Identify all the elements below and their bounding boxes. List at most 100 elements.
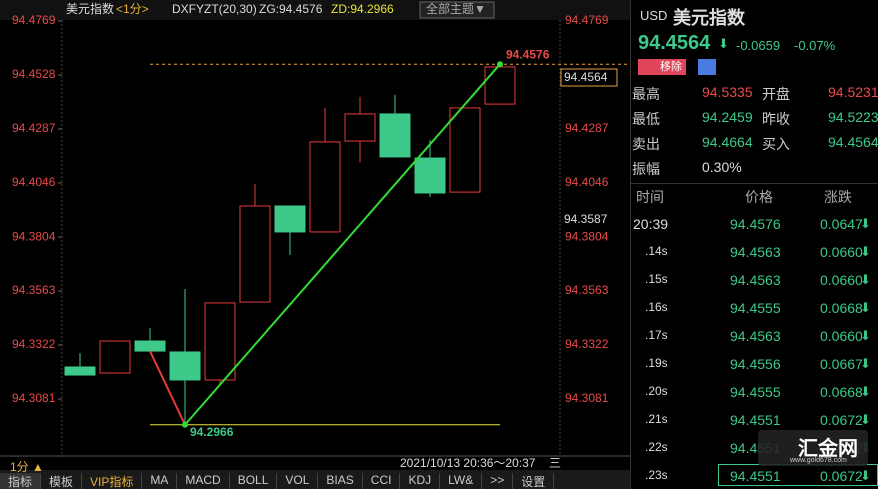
column-header: 时间	[636, 189, 664, 205]
tick-price: 94.4555	[730, 384, 781, 400]
title: 美元指数	[66, 1, 114, 16]
y-tick-label: 94.4528	[12, 67, 56, 81]
period[interactable]: <1分>	[116, 2, 149, 16]
arrow: ⬇	[718, 36, 729, 51]
tick-price: 94.4551	[730, 468, 781, 484]
tab[interactable]: LW&	[440, 473, 483, 489]
y-tick-label: 94.3322	[12, 337, 56, 351]
y-tick-label: 94.4287	[12, 121, 56, 135]
cursor-label: 94.3587	[564, 212, 608, 226]
alert-button[interactable]	[698, 59, 716, 75]
max-label: 94.4576	[506, 47, 550, 61]
tick-arrow: ⬇	[860, 384, 871, 399]
candle-body	[64, 366, 96, 376]
tab[interactable]: 模板	[41, 473, 83, 489]
tick-arrow: ⬇	[860, 412, 871, 427]
name: 美元指数	[673, 8, 745, 28]
code: USD	[640, 8, 668, 23]
stat-value: 94.2459	[702, 109, 753, 125]
tick-change: 0.0660	[820, 244, 863, 260]
tick-change: 0.0647	[820, 216, 863, 232]
tick-arrow: ⬇	[860, 244, 871, 259]
last-price: 94.4564	[564, 70, 608, 84]
tab[interactable]: CCI	[363, 473, 401, 489]
y-tick-label-right: 94.3804	[565, 229, 609, 243]
y-tick-label: 94.4769	[12, 13, 56, 27]
tick-price: 94.4555	[730, 300, 781, 316]
min-label: 94.2966	[190, 425, 234, 439]
tick-time: .15s	[645, 272, 668, 286]
zg: ZG:94.4576	[259, 2, 323, 16]
stat-label: 卖出	[632, 136, 660, 152]
y-tick-label: 94.3081	[12, 391, 56, 405]
indicator: DXFYZT(20,30)	[172, 2, 257, 16]
candle-body	[309, 141, 341, 233]
tick-time: .16s	[645, 300, 668, 314]
tick-arrow: ⬇	[860, 328, 871, 343]
tick-price: 94.4563	[730, 328, 781, 344]
tick-time: .21s	[645, 412, 668, 426]
tab[interactable]: VIP指标	[82, 473, 143, 489]
tab[interactable]: 指标	[0, 473, 42, 489]
theme-label[interactable]: 全部主题▼	[426, 1, 486, 16]
y-tick-label-right: 94.3081	[565, 391, 609, 405]
candle-body	[134, 340, 166, 352]
tick-change: 0.0672	[820, 468, 863, 484]
column-header: 价格	[745, 189, 773, 205]
chart: 美元指数 <1分> DXFYZT(20,30) ZG:94.4576 ZD:94…	[0, 0, 630, 470]
tick-time: 20:39	[633, 216, 669, 232]
tab[interactable]: 设置	[513, 473, 555, 489]
min-point	[182, 421, 188, 428]
stat-value: 0.30%	[702, 159, 742, 175]
column-header: 涨跌	[824, 189, 852, 205]
price: 94.4564	[638, 32, 711, 54]
last-price-box	[560, 68, 618, 87]
tick-change: 0.0672	[820, 412, 863, 428]
tick-time: .17s	[645, 328, 668, 342]
tab[interactable]: BIAS	[318, 473, 363, 489]
watermark	[758, 430, 868, 466]
candle-body	[414, 157, 446, 194]
tick-time: .22s	[645, 440, 668, 454]
divider	[630, 183, 878, 184]
stat-label: 振幅	[632, 161, 660, 177]
tick-arrow: ⬇	[860, 356, 871, 371]
y-tick-label: 94.3563	[12, 283, 56, 297]
max-point	[497, 61, 503, 68]
candle-body	[169, 351, 201, 381]
tick-change: 0.0667	[820, 356, 863, 372]
y-tick-label-right: 94.3563	[565, 283, 609, 297]
remove-button[interactable]: 移除	[638, 59, 686, 75]
trend-line	[184, 63, 501, 426]
stat-value: 94.5223	[828, 109, 878, 125]
period-switch[interactable]: 1分 ▲	[10, 460, 44, 474]
tab[interactable]: VOL	[277, 473, 319, 489]
tick-time: .19s	[645, 356, 668, 370]
stat-label: 昨收	[762, 111, 790, 127]
tick-price: 94.4563	[730, 244, 781, 260]
day: 三	[549, 456, 561, 470]
stat-value: 94.4564	[828, 134, 878, 150]
tick-time: .20s	[645, 384, 668, 398]
stat-label: 最高	[632, 86, 660, 102]
tab[interactable]: MA	[142, 473, 178, 489]
tab[interactable]: KDJ	[400, 473, 441, 489]
watermark-text: 汇金网	[798, 438, 858, 460]
candle-body	[99, 340, 131, 374]
tick-arrow: ⬇	[860, 272, 871, 287]
theme-button[interactable]	[419, 1, 495, 19]
tab[interactable]: >>	[482, 473, 514, 489]
tab[interactable]: BOLL	[230, 473, 278, 489]
y-tick-label-right: 94.4046	[565, 175, 609, 189]
change: -0.0659	[736, 38, 781, 53]
tab[interactable]: MACD	[177, 473, 230, 489]
y-tick-label-right: 94.3322	[565, 337, 609, 351]
tick-change: 0.0668	[820, 300, 863, 316]
candle-body	[484, 66, 516, 105]
change-pct: -0.07%	[794, 38, 836, 53]
tick-price: 94.4556	[730, 356, 781, 372]
tick-price: 94.4576	[730, 216, 781, 232]
watermark-url: www.gold678.com	[790, 457, 847, 464]
candle-body	[239, 205, 271, 303]
